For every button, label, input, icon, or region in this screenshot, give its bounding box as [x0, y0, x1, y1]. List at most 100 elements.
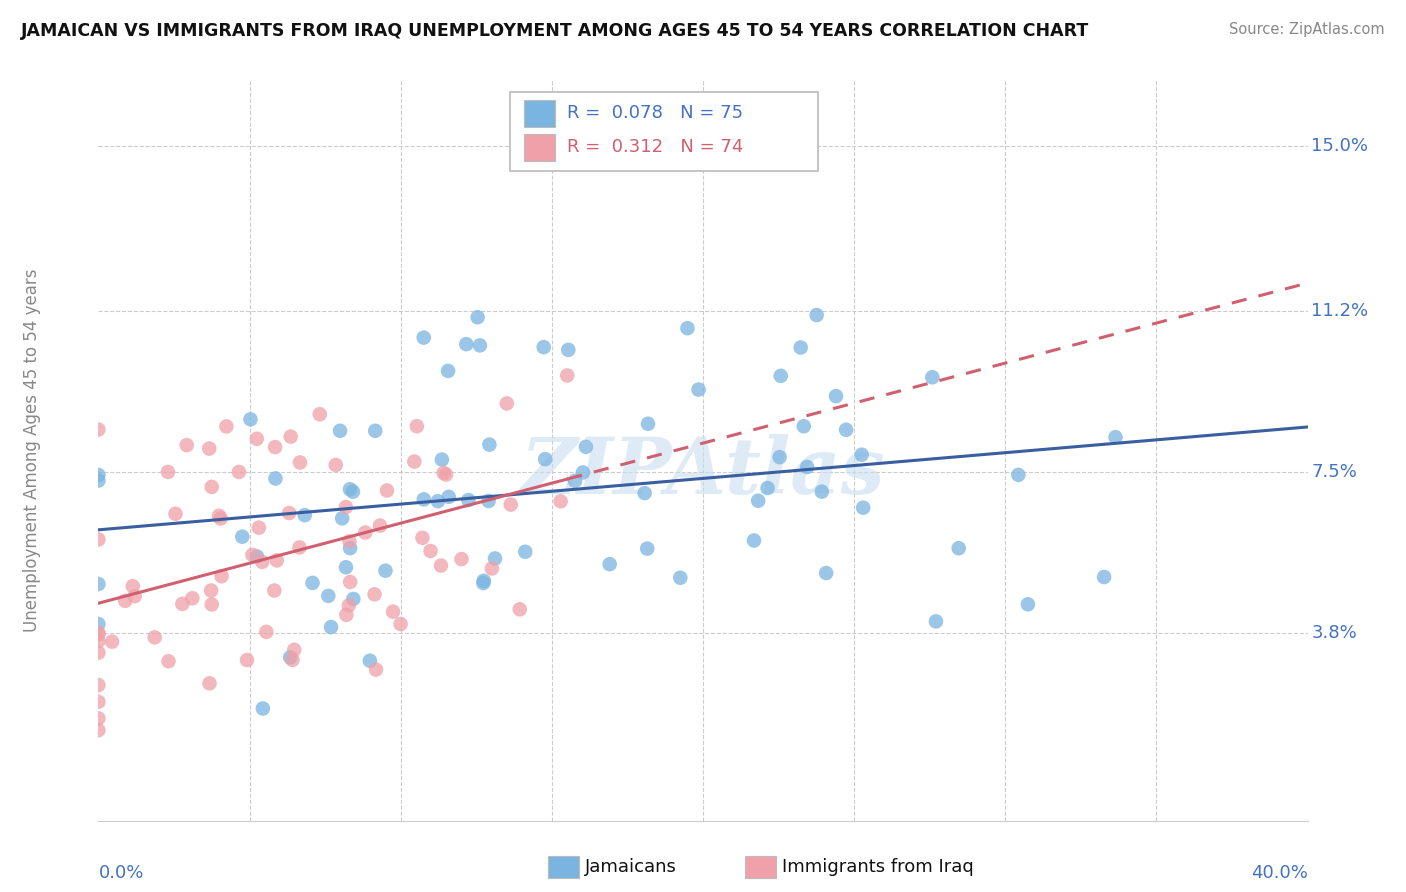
Text: 7.5%: 7.5% [1312, 463, 1357, 482]
Point [339, 534, 361, 549]
Point [208, 508, 231, 523]
Point [382, 605, 405, 619]
Point [288, 541, 311, 555]
Point [456, 337, 478, 351]
Point [87, 695, 110, 709]
Point [339, 574, 361, 589]
Text: 11.2%: 11.2% [1312, 302, 1368, 320]
Point [1104, 430, 1126, 444]
Point [242, 548, 264, 562]
Point [335, 607, 357, 622]
Point [515, 545, 537, 559]
Point [156, 465, 179, 479]
Point [557, 343, 579, 357]
Point [412, 330, 434, 344]
Point [283, 642, 305, 657]
Point [101, 634, 124, 648]
Point [374, 564, 396, 578]
Point [121, 579, 143, 593]
Point [499, 498, 522, 512]
Point [534, 452, 557, 467]
Point [747, 493, 769, 508]
Point [143, 631, 166, 645]
Point [810, 484, 832, 499]
Point [550, 494, 572, 508]
Text: Immigrants from Iraq: Immigrants from Iraq [782, 858, 973, 876]
Point [87, 646, 110, 660]
Text: 0.0%: 0.0% [98, 864, 143, 882]
Point [769, 450, 792, 465]
Point [301, 575, 323, 590]
Point [181, 591, 204, 606]
Point [472, 576, 495, 591]
Point [789, 341, 811, 355]
Point [467, 310, 489, 325]
Point [87, 711, 110, 725]
Point [247, 521, 270, 535]
Point [198, 676, 221, 690]
Point [852, 500, 875, 515]
Point [281, 653, 304, 667]
Text: 15.0%: 15.0% [1312, 136, 1368, 154]
Point [793, 419, 815, 434]
Point [201, 480, 224, 494]
Point [509, 602, 531, 616]
Point [363, 587, 385, 601]
Point [637, 417, 659, 431]
Text: Jamaicans: Jamaicans [585, 858, 676, 876]
Point [756, 481, 779, 495]
Point [364, 663, 387, 677]
Point [450, 552, 472, 566]
Text: 3.8%: 3.8% [1312, 624, 1357, 642]
Point [948, 541, 970, 556]
Point [335, 560, 357, 574]
Point [264, 440, 287, 454]
Point [254, 624, 277, 639]
Point [468, 338, 491, 352]
Point [411, 531, 433, 545]
Point [806, 308, 828, 322]
Point [478, 437, 501, 451]
Point [114, 594, 136, 608]
Point [215, 419, 238, 434]
Text: Source: ZipAtlas.com: Source: ZipAtlas.com [1229, 22, 1385, 37]
Point [389, 617, 412, 632]
Point [87, 625, 110, 640]
Point [636, 541, 658, 556]
Point [575, 440, 598, 454]
Point [457, 493, 479, 508]
Text: R =  0.078   N = 75: R = 0.078 N = 75 [567, 104, 742, 122]
Point [478, 494, 501, 508]
Point [676, 321, 699, 335]
Point [87, 627, 110, 641]
Point [87, 467, 110, 482]
Point [209, 511, 232, 525]
Point [404, 454, 426, 468]
Text: Unemployment Among Ages 45 to 54 years: Unemployment Among Ages 45 to 54 years [22, 268, 41, 632]
Point [437, 490, 460, 504]
Point [633, 486, 655, 500]
Point [472, 574, 495, 588]
Point [87, 634, 110, 648]
Point [294, 508, 316, 523]
Point [87, 678, 110, 692]
Point [329, 424, 352, 438]
Point [437, 364, 460, 378]
Point [246, 549, 269, 564]
Point [434, 467, 457, 482]
Point [564, 474, 586, 488]
Point [533, 340, 555, 354]
Point [796, 460, 818, 475]
Point [165, 507, 187, 521]
Point [688, 383, 710, 397]
Point [742, 533, 765, 548]
Point [330, 511, 353, 525]
Point [1017, 597, 1039, 611]
Point [669, 571, 692, 585]
Point [87, 474, 110, 488]
Point [339, 541, 361, 555]
Point [236, 653, 259, 667]
Point [172, 597, 194, 611]
Point [835, 423, 858, 437]
Point [264, 471, 287, 485]
